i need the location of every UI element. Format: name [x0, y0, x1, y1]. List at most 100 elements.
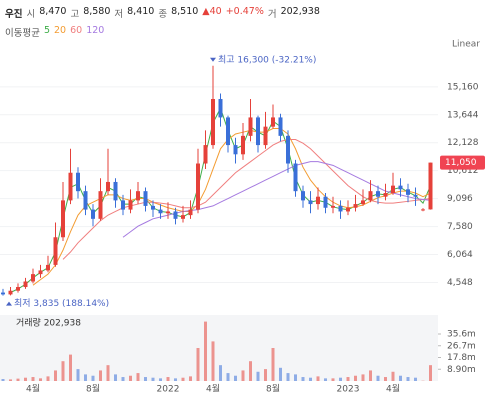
quote-value: 202,938 [280, 6, 320, 17]
candle-body [203, 145, 208, 164]
legend-entry: 60 [70, 25, 83, 36]
volume-bar [354, 375, 357, 381]
candle-body [211, 98, 215, 146]
volume-bar [384, 377, 387, 381]
candle-body [413, 194, 418, 197]
candle-body [391, 185, 395, 194]
volume-bar [241, 370, 245, 381]
volume-bar [376, 375, 380, 381]
quote-value: 8,510 [171, 6, 199, 17]
volume-bar [301, 377, 305, 381]
volume-bar [91, 375, 95, 381]
volume-bar [309, 377, 312, 381]
volume-bar [114, 374, 117, 381]
volume-bar [9, 379, 12, 381]
x-tick-label: 4월 [26, 383, 40, 395]
y-tick-label: 26.7m [447, 341, 476, 351]
volume-bar [181, 377, 185, 381]
price-change: +0.47% [225, 6, 264, 17]
volume-title: 거래량 202,938 [16, 317, 81, 329]
candle-body [398, 185, 403, 190]
volume-bar [406, 377, 410, 381]
volume-bar [264, 369, 267, 381]
quote-value: 8,580 [83, 6, 111, 17]
volume-bar [31, 377, 35, 381]
volume-bar [196, 348, 200, 381]
volume-bar [294, 374, 297, 381]
candle-body [166, 211, 170, 214]
candle-body [61, 200, 65, 238]
candle-body [113, 181, 118, 201]
x-tick-label: 2022 [157, 385, 180, 395]
candle-body [248, 117, 253, 136]
x-tick-label: 2023 [337, 385, 360, 395]
x-tick-label: 4월 [386, 383, 400, 395]
volume-bar [204, 321, 207, 381]
quote-label: 종 [158, 9, 168, 20]
volume-bar [226, 373, 230, 381]
volume-bar [69, 354, 72, 381]
volume-bar [121, 377, 125, 381]
legend-entry: 120 [86, 25, 105, 36]
y-tick-label: 13,644 [447, 110, 479, 120]
candle-body [31, 274, 35, 282]
candle-body [98, 191, 103, 219]
candle-body [218, 98, 223, 118]
volume-bar [414, 377, 417, 381]
candle-body [46, 264, 50, 271]
volume-bar [279, 367, 282, 381]
candle-body [151, 205, 155, 210]
volume-bar [219, 365, 222, 381]
volume-bar [46, 376, 50, 381]
candle-body [16, 287, 20, 291]
quote-label: 거 [267, 9, 277, 20]
candle-body [376, 191, 380, 197]
candle-body [1, 292, 5, 295]
marker [210, 57, 216, 62]
y-tick-label: 35.6m [447, 330, 476, 340]
scale-mode[interactable]: Linear [452, 40, 480, 50]
volume-bar [106, 365, 110, 381]
candle-body [158, 209, 163, 214]
candle-body [331, 205, 335, 208]
y-tick-label: 15,160 [447, 82, 479, 92]
price-badge [440, 155, 485, 170]
y-tick-label: 9,096 [447, 194, 473, 204]
quote-value: 8,410 [127, 6, 155, 17]
candle-body [271, 117, 275, 127]
candle-body [301, 191, 305, 201]
candle-body [143, 191, 148, 206]
volume-bar [129, 375, 132, 381]
y-tick-label: 7,580 [447, 222, 473, 232]
candle-body [23, 281, 28, 288]
candle-body [308, 200, 313, 205]
candle-body [421, 209, 425, 211]
y-tick-label: 10,612 [447, 166, 479, 176]
candle-body [263, 126, 268, 146]
candle-body [353, 204, 358, 208]
volume-bar [316, 376, 320, 381]
volume-bar [76, 369, 80, 381]
volume-bar [16, 378, 20, 381]
x-tick-label: 4월 [206, 383, 220, 395]
marker [6, 301, 12, 306]
y-tick-label: 4,548 [447, 278, 473, 288]
volume-bar [189, 376, 192, 381]
legend-entry: 20 [54, 25, 67, 36]
ma-legend: 이동평균 5 20 60 120 [5, 25, 104, 39]
quote-label: 저 [114, 9, 124, 20]
price-badge-label: 11,050 [445, 158, 477, 168]
volume-bar [144, 377, 147, 381]
volume-bar [174, 378, 177, 381]
candle-body [91, 209, 95, 219]
candle-body [76, 172, 80, 192]
y-tick-label: 12,128 [447, 138, 479, 148]
quote-value: 8,470 [39, 6, 67, 17]
candle-body [346, 207, 350, 212]
volume-bar [429, 365, 432, 381]
candle-body [83, 191, 88, 210]
volume-bar [39, 378, 42, 381]
x-tick-label: 8월 [266, 383, 280, 395]
